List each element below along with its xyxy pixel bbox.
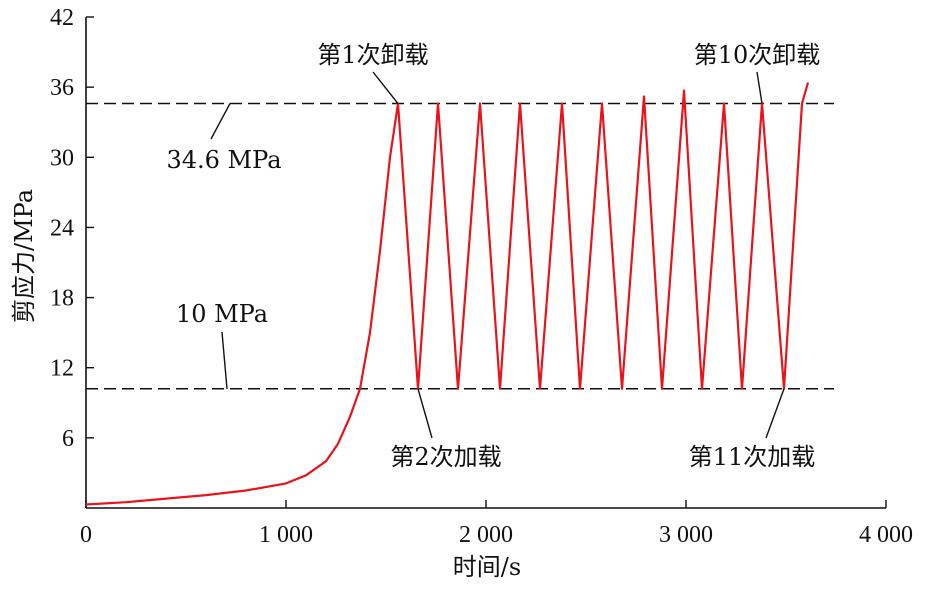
ref-label: 34.6 MPa — [166, 146, 281, 174]
leader-line — [221, 331, 228, 389]
annotation-label: 第10次卸载 — [694, 41, 821, 69]
x-tick-label: 3 000 — [659, 522, 713, 548]
ref-label: 10 MPa — [176, 300, 268, 328]
y-axis-title: 剪应力/MPa — [10, 189, 38, 323]
y-tick-label: 42 — [50, 5, 74, 31]
x-tick-label: 2 000 — [459, 522, 513, 548]
annotation-label: 第11次加载 — [689, 443, 816, 471]
series-layer — [85, 82, 810, 506]
annotation-leader — [756, 71, 763, 104]
x-tick-label: 4 000 — [859, 522, 913, 548]
annotation-leader — [765, 388, 785, 439]
x-axis-title: 时间/s — [453, 553, 521, 581]
reference-lines — [86, 102, 834, 390]
series-line — [85, 82, 810, 506]
x-tick-label: 0 — [80, 522, 92, 548]
annotation-leader — [417, 388, 433, 439]
axes: 0 1 000 2 000 3 000 4 000 6 12 18 24 30 36 42 — [50, 5, 913, 548]
y-tick-label: 36 — [50, 75, 74, 101]
x-tick-label: 1 000 — [259, 522, 313, 548]
annotation-leader — [372, 71, 399, 104]
y-tick-label: 18 — [50, 286, 74, 312]
y-tick-label: 6 — [62, 426, 74, 452]
y-tick-label: 12 — [50, 356, 74, 382]
annotation-label: 第1次卸载 — [317, 41, 428, 69]
y-tick-label: 30 — [50, 145, 74, 171]
y-tick-label: 24 — [50, 215, 74, 241]
annotation-label: 第2次加载 — [390, 443, 501, 471]
leader-line — [210, 103, 231, 140]
